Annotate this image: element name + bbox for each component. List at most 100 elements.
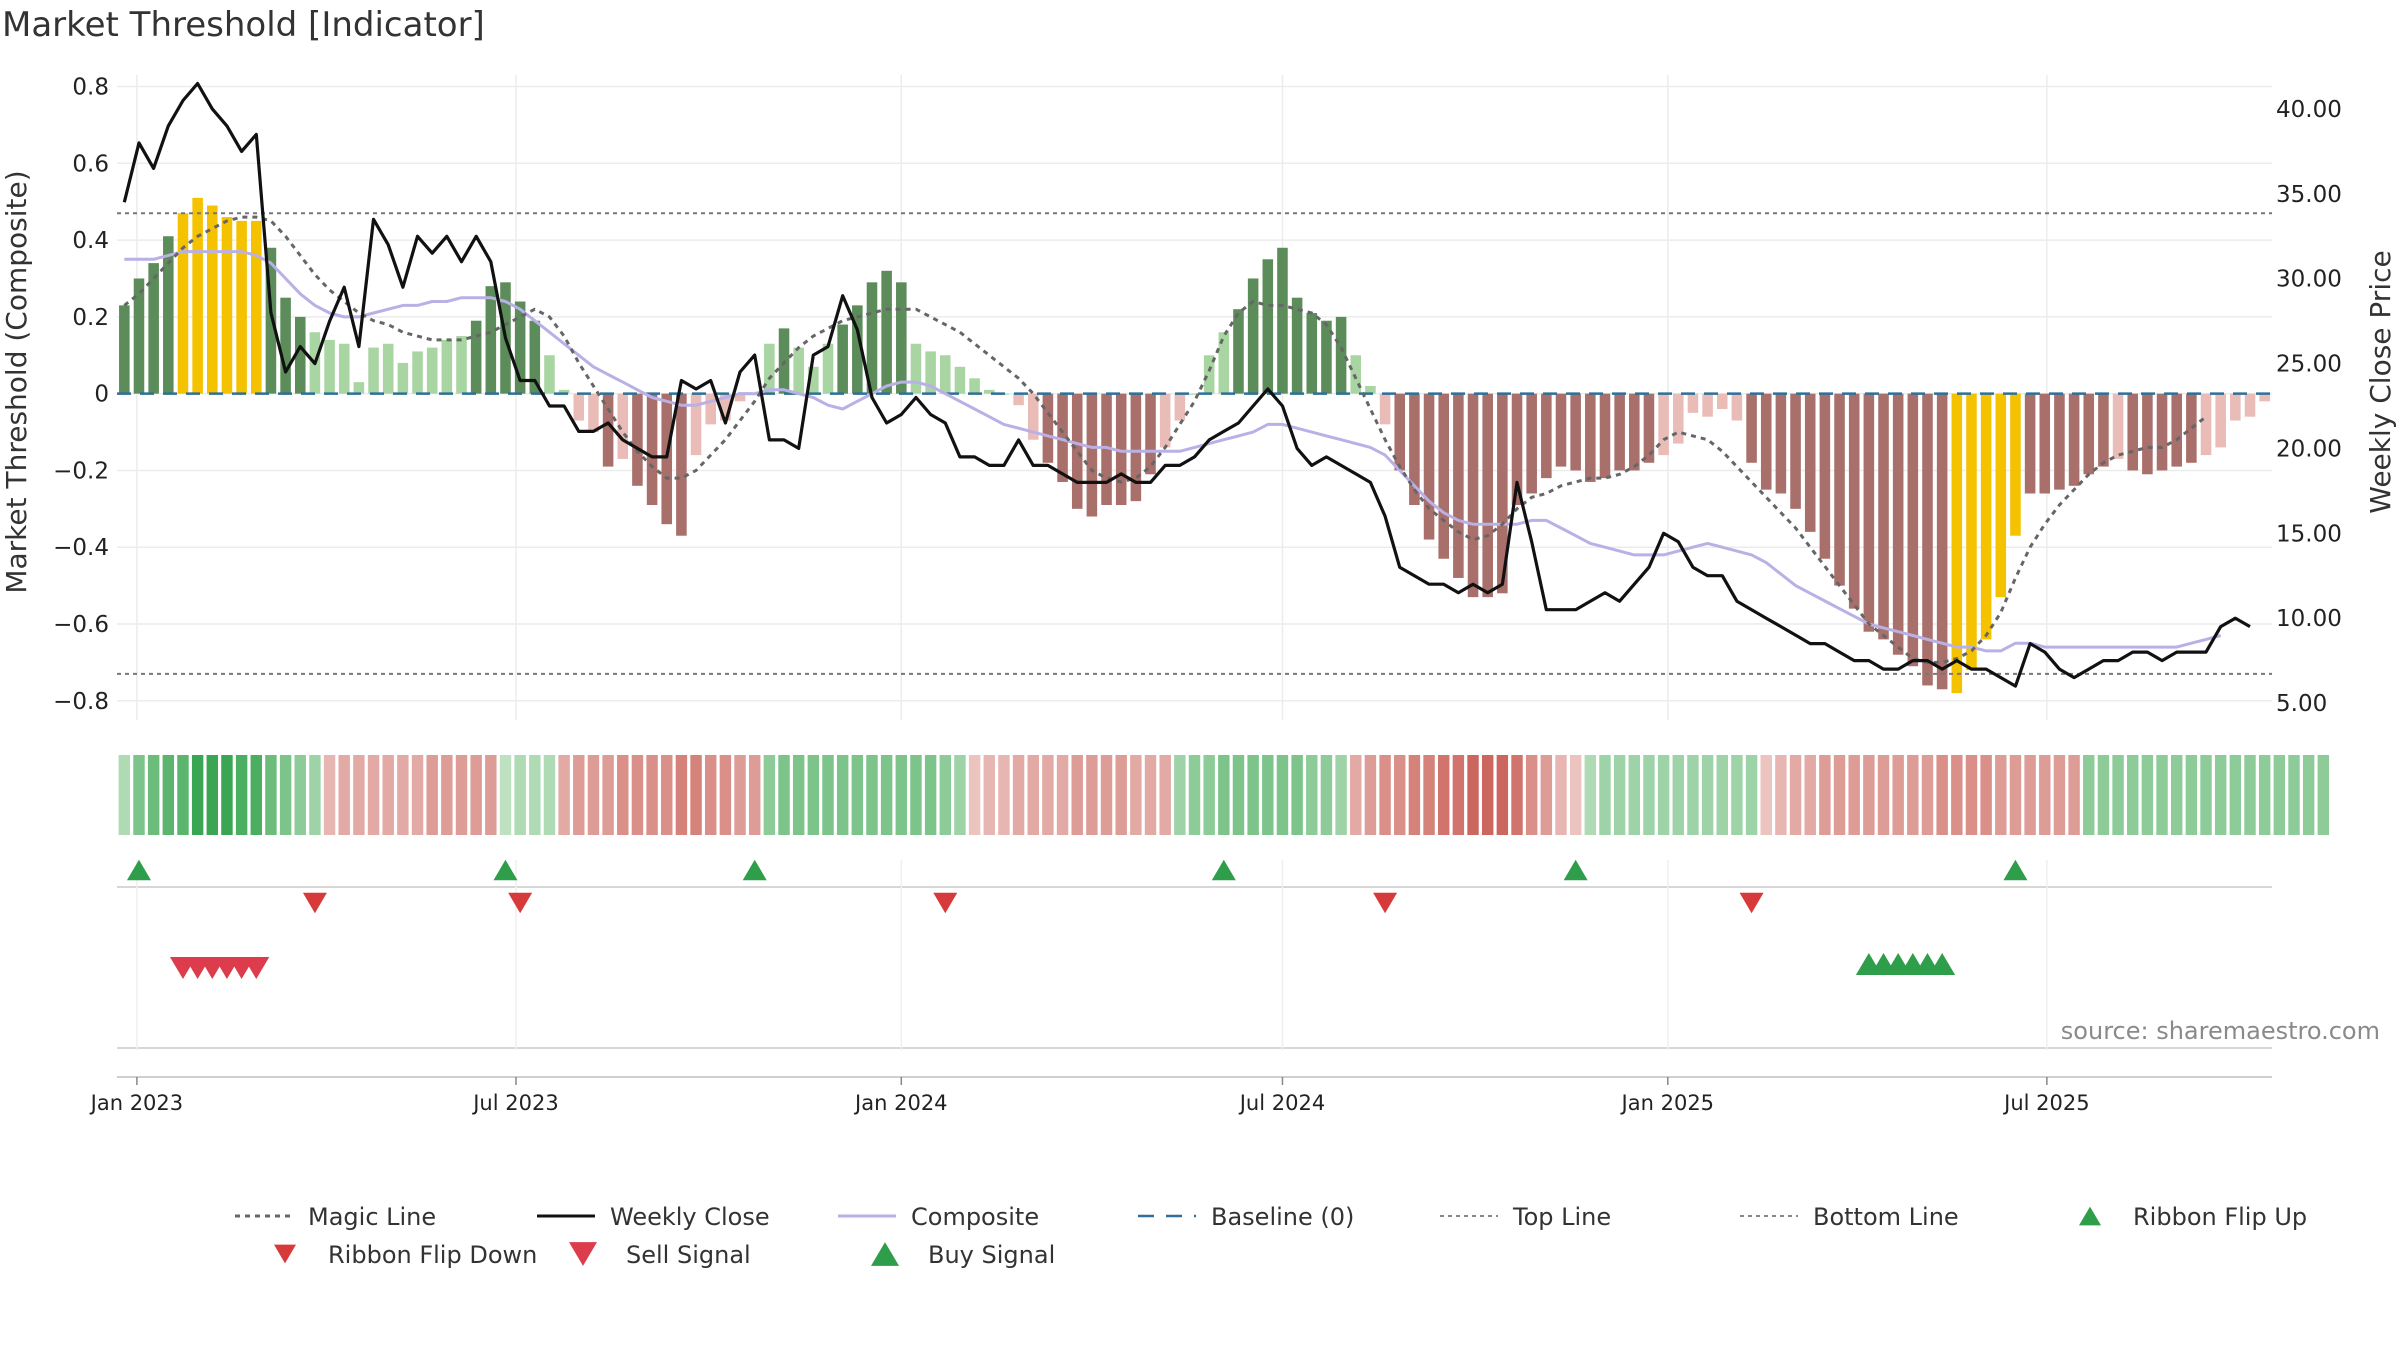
bar: [734, 393, 746, 402]
ribbon-cell: [2229, 755, 2242, 835]
ribbon-cell: [441, 755, 453, 835]
ribbon-cell: [1100, 755, 1113, 835]
y-tick-label: 0.4: [72, 228, 109, 254]
ribbon-cell: [1042, 755, 1054, 835]
ribbon-cell: [1628, 755, 1641, 835]
bar: [2244, 393, 2256, 417]
bar: [1702, 393, 1713, 417]
ribbon-cell: [250, 755, 262, 835]
ribbon-cell: [1584, 755, 1597, 835]
ribbon-cell: [587, 755, 600, 835]
ribbon-cell: [294, 755, 306, 835]
ribbon-cell: [2302, 755, 2315, 835]
bar: [1716, 393, 1728, 410]
ribbon-cell: [118, 755, 131, 835]
bar: [2200, 393, 2212, 456]
bar: [1658, 393, 1669, 456]
ribbon-cell: [1320, 755, 1333, 835]
ribbon-cell: [411, 755, 424, 835]
ribbon-cell: [705, 755, 717, 835]
bar: [925, 351, 936, 394]
ribbon-cell: [1877, 755, 1890, 835]
bar: [1892, 393, 1904, 655]
bar: [1233, 309, 1244, 394]
bar: [221, 217, 233, 394]
ribbon-cell: [939, 755, 951, 835]
legend-label: Composite: [911, 1203, 1039, 1231]
bar: [1453, 393, 1464, 578]
ribbon-cell: [734, 755, 746, 835]
ribbon-cell: [2112, 755, 2124, 835]
ribbon-cell: [602, 755, 614, 835]
legend-label: Weekly Close: [610, 1203, 770, 1231]
bar: [1614, 393, 1625, 471]
ribbon-cell: [836, 755, 849, 835]
ribbon-cell: [1965, 755, 1978, 835]
ribbon-cell: [1775, 755, 1787, 835]
y-tick-label: 0.2: [72, 305, 109, 331]
y-axis-right: 40.00 35.00 30.00 25.00 20.00 15.00 10.00 5.00: [2276, 97, 2342, 717]
legend-label: Ribbon Flip Down: [328, 1241, 537, 1269]
ribbon-cell: [1980, 755, 1992, 835]
bar: [1819, 393, 1831, 559]
bar: [2127, 393, 2139, 471]
bar: [1086, 393, 1098, 517]
ribbon-cell: [1335, 755, 1347, 835]
bar: [412, 351, 423, 394]
bar: [558, 389, 570, 394]
ribbon-cell: [1232, 755, 1245, 835]
bar: [1247, 278, 1259, 394]
ribbon-cell: [543, 755, 556, 835]
ribbon-cell: [1804, 755, 1816, 835]
ribbon-cell: [529, 755, 541, 835]
ribbon-cell: [1848, 755, 1860, 835]
legend-label: Baseline (0): [1211, 1203, 1354, 1231]
legend-label: Top Line: [1512, 1203, 1611, 1231]
ribbon-cell: [2185, 755, 2198, 835]
ribbon-cell: [1657, 755, 1670, 835]
ribbon-cell: [1995, 755, 2007, 835]
bar: [1629, 393, 1640, 471]
ribbon-cell: [1086, 755, 1098, 835]
bar: [2156, 393, 2168, 471]
bar: [896, 282, 907, 394]
bar: [1145, 393, 1156, 475]
bar: [192, 197, 203, 394]
ribbon-cell: [309, 755, 321, 835]
bar: [1189, 393, 1200, 395]
bar: [148, 263, 159, 394]
y2-tick-label: 35.00: [2276, 182, 2342, 208]
bar: [441, 339, 453, 394]
ribbon-cell: [397, 755, 409, 835]
bar: [2259, 393, 2270, 402]
ribbon-cell: [866, 755, 878, 835]
buy-signal-marker: [1929, 952, 1956, 976]
bar: [1159, 393, 1171, 448]
ribbon-cell: [2317, 755, 2330, 835]
bar: [1555, 393, 1567, 467]
bar: [544, 355, 555, 394]
ribbon-cell: [573, 755, 585, 835]
legend-label: Bottom Line: [1813, 1203, 1959, 1231]
bar: [954, 366, 966, 394]
ribbon-cell: [514, 755, 526, 835]
ribbon-cell: [499, 755, 512, 835]
bar: [1482, 393, 1493, 598]
legend-label: Sell Signal: [626, 1241, 751, 1269]
bar: [1790, 393, 1801, 509]
ribbon-cell: [1188, 755, 1201, 835]
y-axis-left: 0.8 0.6 0.4 0.2 0 −0.2 −0.4 −0.6 −0.8: [53, 75, 109, 715]
ribbon-cell: [1364, 755, 1377, 835]
bar: [2230, 393, 2241, 421]
y-tick-label: −0.4: [53, 535, 109, 561]
ribbon-cell: [1115, 755, 1127, 835]
bar: [2083, 393, 2095, 475]
bar: [2010, 393, 2021, 536]
bar: [1409, 393, 1420, 505]
ribbon-cell: [1350, 755, 1362, 835]
ribbon-cell: [1423, 755, 1435, 835]
ribbon-flip-up-marker: [1563, 859, 1588, 881]
ribbon-cell: [661, 755, 673, 835]
ribbon-cell: [1701, 755, 1714, 835]
bar: [910, 343, 922, 394]
